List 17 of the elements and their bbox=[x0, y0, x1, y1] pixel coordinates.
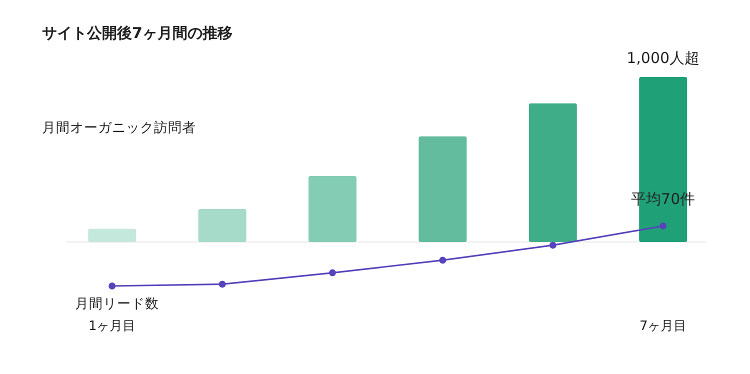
point bbox=[108, 282, 116, 290]
point bbox=[660, 222, 667, 230]
annotation: 1,000人超 bbox=[626, 49, 700, 67]
point bbox=[549, 242, 556, 249]
chart-title: サイト公開後7ヶ月間の推移 bbox=[42, 24, 232, 42]
point bbox=[329, 269, 336, 276]
x-tick-label: 1ヶ月目 bbox=[88, 319, 136, 334]
point bbox=[218, 280, 226, 288]
bar bbox=[418, 136, 467, 242]
bar bbox=[308, 176, 356, 242]
bar bbox=[88, 228, 136, 242]
y-axis-title: 月間オーガニック訪問者 bbox=[42, 120, 196, 136]
x-tick-label: 7ヶ月目 bbox=[639, 319, 687, 334]
bar bbox=[528, 103, 577, 242]
bar bbox=[198, 209, 246, 242]
point bbox=[439, 256, 446, 264]
text: 月間リード数 bbox=[75, 296, 159, 312]
